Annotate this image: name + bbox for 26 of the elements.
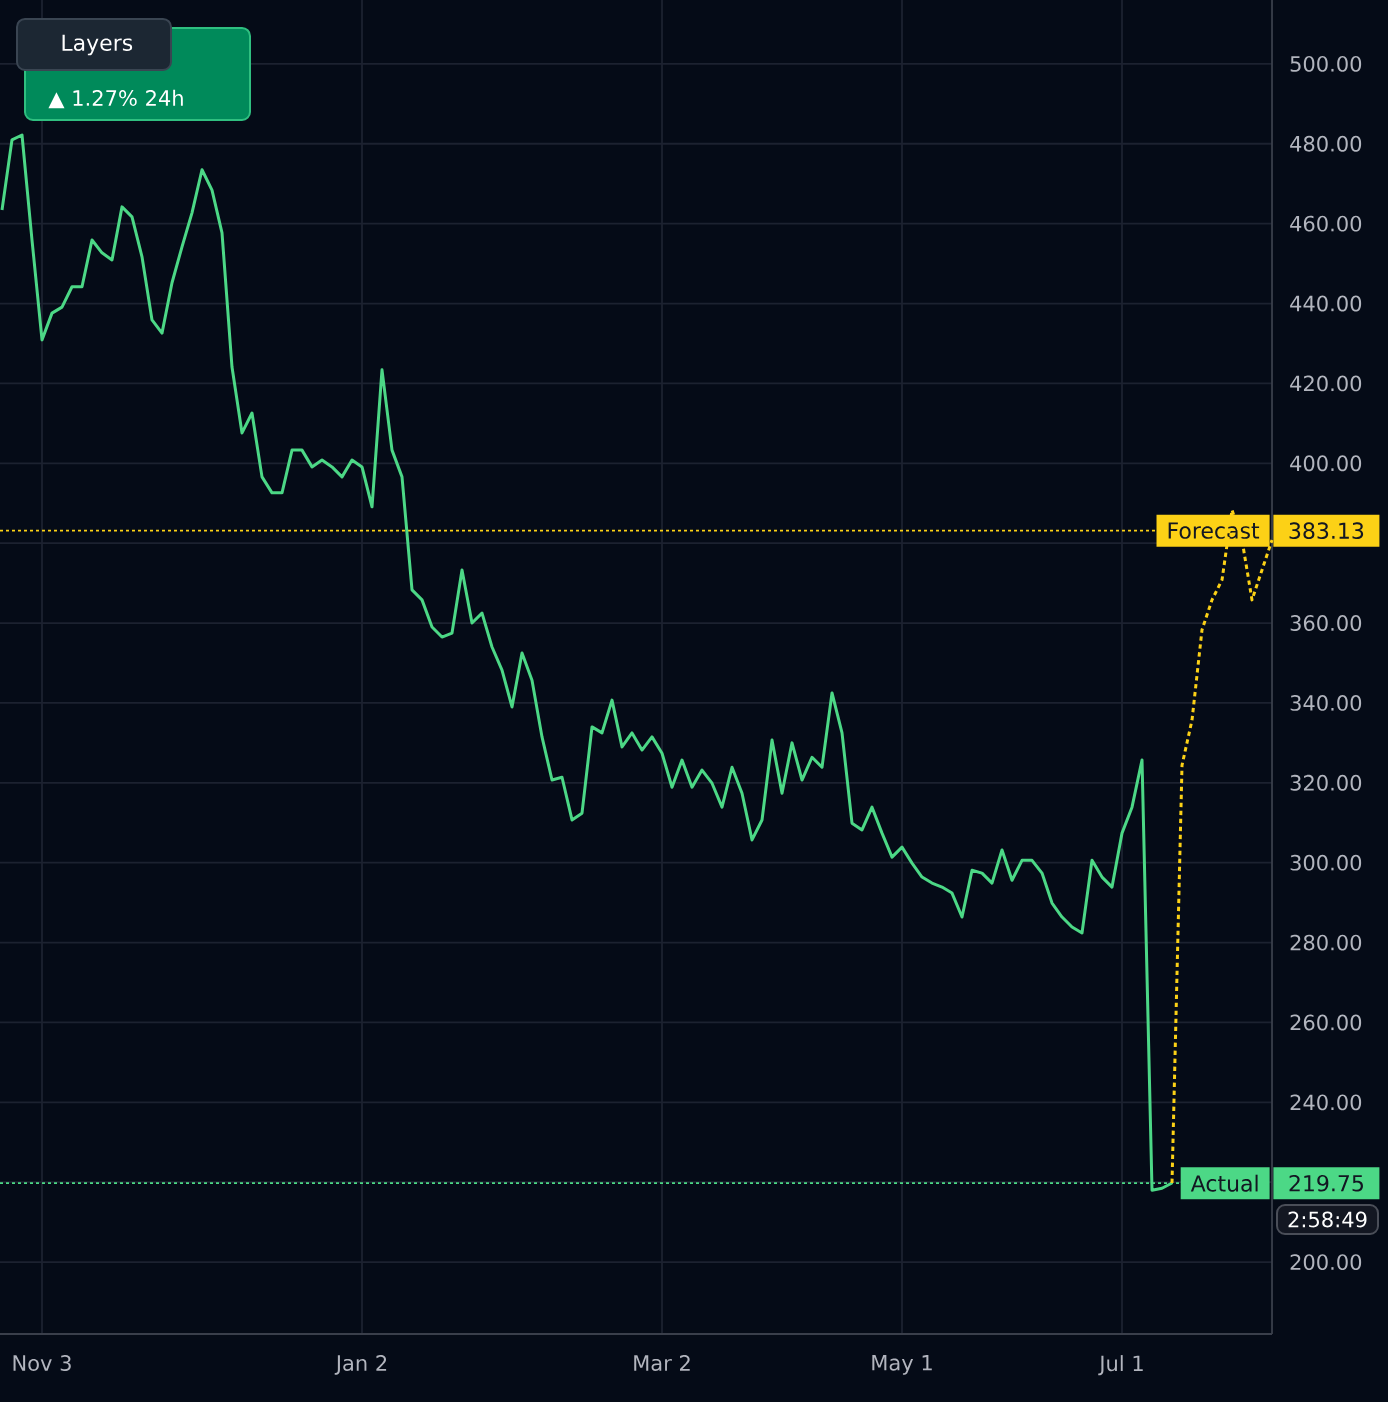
y-tick-label: 340.00 xyxy=(1290,694,1362,711)
y-tick-label: 300.00 xyxy=(1290,854,1362,871)
text: 383.13 xyxy=(1289,522,1364,539)
y-tick-label: 480.00 xyxy=(1290,135,1362,152)
y-tick-label: 240.00 xyxy=(1290,1094,1362,1111)
x-tick-label: Jan 2 xyxy=(334,1355,387,1375)
y-tick-label: 280.00 xyxy=(1290,934,1362,951)
y-tick-label: 320.00 xyxy=(1290,774,1362,791)
text: 219.75 xyxy=(1289,1174,1363,1192)
ref-line-label: Forecast xyxy=(1168,522,1260,539)
x-tick-label: Jul 1 xyxy=(1098,1355,1143,1376)
y-tick-label: 500.00 xyxy=(1290,55,1362,72)
y-tick-label: 420.00 xyxy=(1290,375,1362,392)
x-tick-label: Nov 3 xyxy=(13,1355,71,1371)
annotation: Layers xyxy=(62,34,133,56)
text: 2:58:49 xyxy=(1288,1211,1367,1228)
annotation: ▲ 1.27% 24h xyxy=(48,89,183,109)
y-tick-label: 260.00 xyxy=(1290,1014,1362,1031)
y-tick-label: 400.00 xyxy=(1290,455,1362,472)
y-tick-label: 360.00 xyxy=(1290,615,1362,631)
y-tick-label: 440.00 xyxy=(1290,295,1362,312)
x-tick-label: May 1 xyxy=(872,1355,932,1375)
y-tick-label: 460.00 xyxy=(1290,215,1362,232)
y-tick-label: 200.00 xyxy=(1290,1254,1362,1271)
ref-line-label: Actual xyxy=(1190,1174,1258,1192)
x-tick-label: Mar 2 xyxy=(634,1355,690,1371)
